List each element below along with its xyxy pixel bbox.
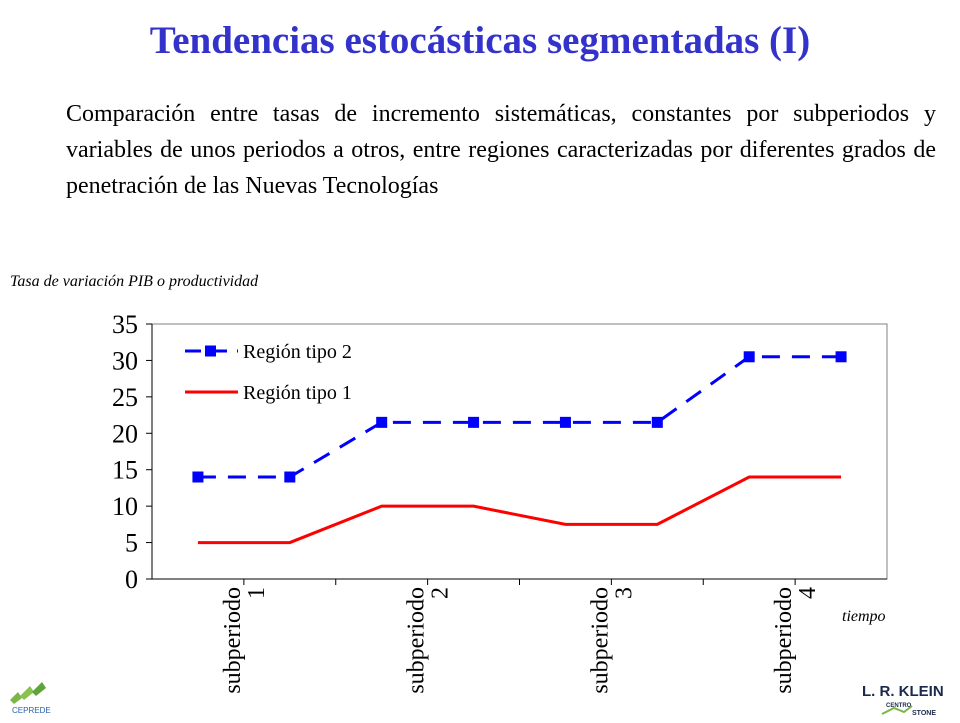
legend-label: Región tipo 1 xyxy=(243,382,352,404)
x-tick-label-line: 1 xyxy=(244,587,270,599)
legend-label: Región tipo 2 xyxy=(243,341,352,363)
klein-logo-subtext-centro: CENTRO xyxy=(886,703,912,709)
x-tick-label-line: subperiodo xyxy=(404,587,430,694)
y-tick-label: 30 xyxy=(112,346,138,375)
intro-paragraph: Comparación entre tasas de incremento si… xyxy=(66,101,936,199)
klein-logo-subtext-stone: STONE xyxy=(912,710,936,717)
slide-title: Tendencias estocásticas segmentadas (I) xyxy=(149,19,811,62)
y-tick-label: 5 xyxy=(125,529,138,558)
klein-logo-icon: L. R. KLEIN CENTRO STONE xyxy=(862,683,944,717)
series-layer xyxy=(192,351,847,545)
ceprede-logo-icon: CEPREDE xyxy=(10,682,51,715)
chart-x-axis-label: tiempo xyxy=(842,608,886,625)
series-point xyxy=(468,416,480,428)
series-line xyxy=(197,475,842,545)
series-point xyxy=(559,416,571,428)
y-tick-label: 25 xyxy=(112,383,138,412)
ceprede-logo-text: CEPREDE xyxy=(12,706,51,715)
y-tick-label: 35 xyxy=(112,310,138,339)
klein-logo: L. R. KLEIN CENTRO STONE xyxy=(860,680,958,723)
series-point xyxy=(651,416,663,428)
x-tick-label-line: 4 xyxy=(795,587,821,599)
ceprede-logo: CEPREDE xyxy=(6,680,70,721)
plot-area xyxy=(151,323,888,580)
y-tick-label: 0 xyxy=(125,565,138,594)
x-tick-label-line: subperiodo xyxy=(220,587,246,694)
y-tick-label: 20 xyxy=(112,419,138,448)
x-tick-label-line: subperiodo xyxy=(771,587,797,694)
klein-logo-text: L. R. KLEIN xyxy=(862,683,944,700)
series-point xyxy=(743,351,755,363)
series-point xyxy=(835,351,847,363)
x-tick-label-line: subperiodo xyxy=(587,587,613,694)
series-point xyxy=(376,416,388,428)
x-tick-label-line: 2 xyxy=(428,587,454,599)
y-axis-ticks: 0 5 10 15 20 25 30 35 xyxy=(112,310,152,594)
legend-marker xyxy=(205,345,216,357)
x-tick-label-line: 3 xyxy=(611,587,637,599)
series-line xyxy=(197,355,842,479)
series-point xyxy=(192,471,204,483)
legend: Región tipo 2 Región tipo 1 xyxy=(185,341,352,404)
y-tick-label: 10 xyxy=(112,492,138,521)
chart-y-axis-label: Tasa de variación PIB o productividad xyxy=(10,273,259,290)
series-point xyxy=(284,471,296,483)
y-tick-label: 15 xyxy=(112,456,138,485)
